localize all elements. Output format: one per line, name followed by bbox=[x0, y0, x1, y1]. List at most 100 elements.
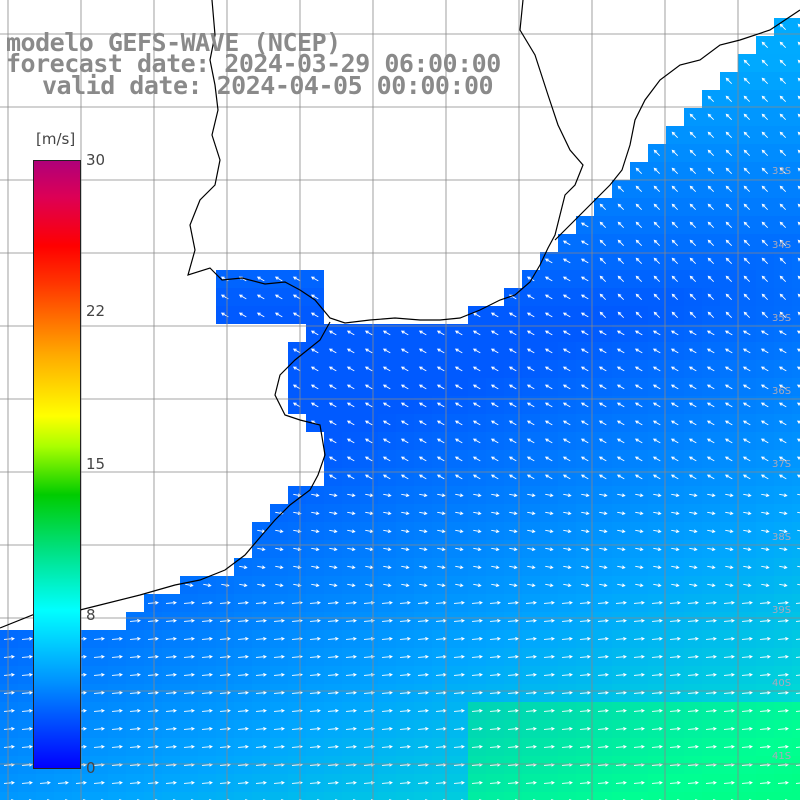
wind-arrow bbox=[201, 636, 213, 641]
wind-arrow bbox=[165, 708, 177, 713]
wind-arrow bbox=[797, 113, 800, 118]
wind-arrow bbox=[527, 493, 536, 498]
wind-arrow bbox=[490, 330, 499, 336]
wind-arrow bbox=[562, 330, 571, 336]
wind-arrow bbox=[111, 654, 123, 659]
wind-arrow bbox=[292, 384, 301, 390]
wind-arrow bbox=[671, 511, 680, 516]
wind-arrow bbox=[743, 77, 751, 85]
wind-arrow bbox=[725, 185, 733, 193]
wind-arrow bbox=[597, 672, 609, 677]
wind-arrow bbox=[327, 618, 339, 623]
wind-arrow bbox=[183, 780, 195, 785]
wind-arrow bbox=[579, 672, 591, 677]
wind-arrow bbox=[472, 420, 481, 426]
wind-arrow bbox=[525, 780, 537, 785]
wind-arrow bbox=[346, 384, 355, 390]
wind-arrow bbox=[759, 618, 771, 623]
wind-arrow bbox=[525, 600, 537, 605]
wind-arrow bbox=[778, 456, 787, 462]
wind-arrow bbox=[382, 456, 391, 462]
wind-arrow bbox=[273, 726, 285, 731]
wind-arrow bbox=[651, 654, 663, 659]
speed-cell bbox=[792, 378, 800, 396]
wind-arrow bbox=[725, 167, 733, 175]
speed-cell bbox=[450, 792, 468, 800]
wind-arrow bbox=[201, 654, 213, 659]
wind-arrow bbox=[725, 113, 733, 121]
wind-arrow bbox=[688, 402, 697, 408]
wind-arrow bbox=[525, 744, 537, 749]
wind-arrow bbox=[472, 402, 481, 408]
wind-arrow bbox=[93, 690, 105, 695]
wind-arrow bbox=[670, 348, 679, 354]
wind-arrow bbox=[3, 636, 15, 641]
wind-arrow bbox=[327, 690, 339, 695]
wind-arrow bbox=[562, 258, 571, 264]
wind-arrow bbox=[705, 636, 717, 641]
wind-arrow bbox=[561, 726, 573, 731]
wind-arrow bbox=[689, 583, 698, 588]
wind-arrow bbox=[527, 511, 536, 516]
wind-arrow bbox=[598, 474, 607, 480]
wind-arrow bbox=[761, 547, 770, 552]
wind-arrow bbox=[436, 456, 445, 462]
wind-arrow bbox=[651, 780, 663, 785]
wind-arrow bbox=[364, 474, 373, 480]
wind-arrow bbox=[345, 600, 357, 605]
wind-arrow bbox=[129, 618, 141, 623]
wind-arrow bbox=[617, 239, 625, 247]
wind-arrow bbox=[743, 95, 751, 103]
wind-arrow bbox=[237, 654, 249, 659]
wind-arrow bbox=[165, 780, 177, 785]
wind-arrow bbox=[345, 636, 357, 641]
wind-arrow bbox=[401, 547, 410, 552]
wind-arrow bbox=[273, 690, 285, 695]
wind-arrow bbox=[381, 600, 393, 605]
wind-arrow bbox=[219, 600, 231, 605]
wind-arrow bbox=[363, 708, 375, 713]
wind-arrow bbox=[309, 636, 321, 641]
wind-arrow bbox=[400, 420, 409, 426]
wind-arrow bbox=[743, 59, 751, 67]
wind-arrow bbox=[651, 600, 663, 605]
wind-arrow bbox=[491, 511, 500, 516]
wind-arrow bbox=[652, 384, 661, 390]
wind-arrow bbox=[581, 565, 590, 570]
wind-arrow bbox=[292, 402, 301, 408]
wind-arrow bbox=[111, 744, 123, 749]
wind-arrow bbox=[581, 493, 590, 498]
wind-arrow bbox=[21, 690, 33, 695]
wind-arrow bbox=[760, 420, 769, 426]
wind-arrow bbox=[652, 330, 661, 336]
wind-arrow bbox=[183, 690, 195, 695]
wind-arrow bbox=[383, 583, 392, 588]
wind-arrow bbox=[689, 275, 697, 283]
wind-arrow bbox=[597, 618, 609, 623]
wind-arrow bbox=[399, 672, 411, 677]
wind-arrow bbox=[473, 583, 482, 588]
wind-arrow bbox=[526, 348, 535, 354]
wind-arrow bbox=[489, 672, 501, 677]
wind-arrow bbox=[526, 312, 535, 318]
wind-arrow bbox=[779, 547, 788, 552]
wind-arrow bbox=[653, 493, 662, 498]
wind-arrow bbox=[417, 654, 429, 659]
wind-arrow bbox=[473, 511, 482, 516]
wind-arrow bbox=[779, 239, 787, 247]
wind-arrow bbox=[581, 583, 590, 588]
wind-arrow bbox=[293, 511, 302, 516]
wind-arrow bbox=[364, 438, 373, 444]
wind-arrow bbox=[725, 257, 733, 265]
wind-arrow bbox=[725, 275, 733, 283]
wind-arrow bbox=[598, 348, 607, 354]
speed-cell bbox=[36, 792, 54, 800]
speed-cell bbox=[306, 792, 324, 800]
wind-arrow bbox=[543, 618, 555, 623]
wind-arrow bbox=[670, 420, 679, 426]
wind-arrow bbox=[381, 780, 393, 785]
wind-arrow bbox=[293, 547, 302, 552]
wind-arrow bbox=[543, 600, 555, 605]
wind-arrow bbox=[687, 744, 699, 749]
wind-arrow bbox=[273, 618, 285, 623]
